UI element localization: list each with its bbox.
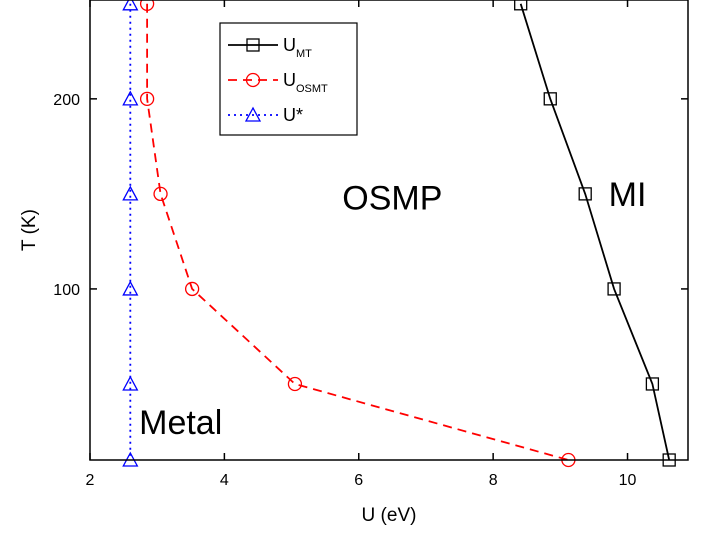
- plot-frame: [89, 0, 689, 461]
- y-tick-label: 100: [53, 282, 80, 299]
- y-tick-label: 200: [53, 92, 80, 109]
- x-tick-label: 10: [619, 472, 637, 489]
- region-label-mi: MI: [609, 176, 647, 214]
- series-line: [519, 3, 671, 461]
- legend-label-subscript: MT: [296, 48, 312, 60]
- legend-entry: UOSMT: [228, 70, 328, 95]
- x-tick-label: 8: [489, 472, 498, 489]
- x-tick-label: 2: [86, 472, 95, 489]
- legend-label-main: U: [283, 35, 296, 55]
- data-point: [514, 0, 528, 11]
- data-point: [122, 280, 139, 296]
- region-annotations: Metal OSMP MI: [139, 176, 646, 442]
- region-label-metal: Metal: [139, 404, 222, 442]
- legend-label: UMT: [283, 35, 312, 60]
- data-point: [139, 0, 155, 11]
- data-point: [645, 377, 660, 391]
- legend-label-main: U*: [283, 105, 303, 125]
- data-point: [139, 91, 155, 106]
- legend-label: U*: [283, 105, 303, 125]
- data-point: [153, 186, 168, 202]
- data-point: [578, 187, 592, 201]
- data-point: [122, 90, 139, 106]
- data-point: [184, 281, 200, 297]
- legend-marker: [244, 106, 262, 122]
- legend-marker: [245, 72, 261, 88]
- legend-marker: [246, 38, 260, 52]
- data-point: [543, 92, 557, 106]
- axis-ticks: 2 4 6 8 10 100 200: [53, 0, 688, 489]
- data-point: [122, 0, 139, 11]
- data-point: [122, 375, 139, 391]
- x-tick-label: 6: [354, 472, 363, 489]
- series-0: [514, 0, 676, 467]
- data-point: [122, 185, 139, 201]
- series-1: [139, 0, 576, 468]
- legend-entry: UMT: [228, 35, 312, 60]
- data-point: [287, 376, 303, 392]
- legend-box: [219, 22, 358, 136]
- legend-entry: U*: [228, 105, 303, 125]
- legend-label-main: U: [283, 70, 296, 90]
- y-axis-label: T (K): [19, 209, 40, 251]
- legend-label: UOSMT: [283, 70, 328, 95]
- plot-marks: [122, 0, 676, 468]
- series-2: [122, 0, 139, 467]
- series-line: [146, 3, 569, 461]
- region-label-osmp: OSMP: [342, 180, 442, 218]
- x-axis-label: U (eV): [362, 505, 417, 526]
- data-point: [607, 282, 621, 296]
- legend-label-subscript: OSMT: [296, 83, 328, 95]
- x-tick-label: 4: [220, 472, 229, 489]
